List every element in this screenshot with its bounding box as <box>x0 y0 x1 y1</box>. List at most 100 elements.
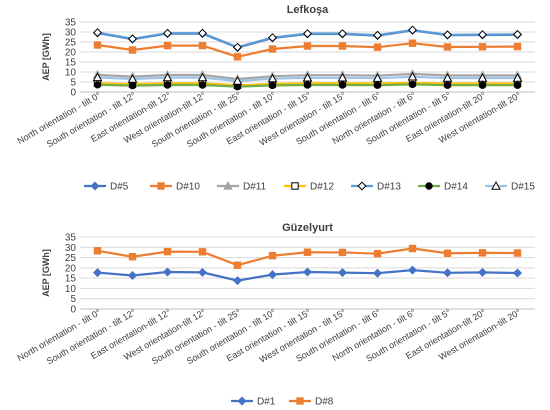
data-point <box>232 75 243 85</box>
data-point <box>268 252 277 260</box>
data-point <box>512 72 523 82</box>
legend-label: D#13 <box>377 182 401 193</box>
legend-item: D#5 <box>84 181 129 193</box>
data-point <box>267 33 278 43</box>
data-point <box>373 43 382 51</box>
legend-item: D#14 <box>418 182 468 193</box>
data-point <box>478 43 487 51</box>
y-tick-label: 5 <box>70 294 76 305</box>
y-tick-label: 25 <box>65 253 77 264</box>
data-point <box>372 268 383 278</box>
data-point <box>408 244 417 253</box>
data-point <box>338 81 347 89</box>
data-point <box>232 276 243 286</box>
data-point <box>127 34 138 44</box>
data-point <box>337 72 348 82</box>
data-point <box>92 268 103 278</box>
data-point <box>513 81 522 89</box>
legend: D#5 D#10 D#11 D#12 D#13 D#14 D#15 <box>84 180 535 193</box>
data-point <box>513 249 522 257</box>
legend-label: D#10 <box>176 182 200 193</box>
y-tick-label: 30 <box>65 28 77 39</box>
data-point <box>373 249 382 258</box>
data-point <box>92 28 103 38</box>
data-point <box>443 81 452 89</box>
data-point <box>198 81 207 89</box>
legend-marker <box>90 181 100 191</box>
y-axis-label: AEP [GWh] <box>41 33 51 81</box>
data-point <box>198 41 207 50</box>
data-point <box>162 28 173 38</box>
data-point <box>198 248 207 256</box>
data-point <box>268 45 277 53</box>
legend-label: D#15 <box>511 182 535 193</box>
data-point <box>407 71 418 81</box>
legend-label: D#5 <box>110 182 129 193</box>
legend-marker <box>425 182 433 190</box>
data-point <box>372 73 383 82</box>
data-point <box>443 249 452 257</box>
data-point <box>197 72 208 82</box>
legend-label: D#11 <box>243 182 267 193</box>
data-point <box>128 46 137 54</box>
y-axis-label: AEP [GWh] <box>41 249 51 297</box>
data-point <box>303 81 312 89</box>
legend-marker <box>223 180 233 190</box>
legend-marker <box>491 180 501 190</box>
data-point <box>338 42 347 50</box>
data-point <box>407 265 418 275</box>
data-point <box>267 270 278 280</box>
data-point <box>197 28 208 38</box>
legend-item: D#11 <box>217 180 267 193</box>
y-tick-label: 15 <box>65 58 77 69</box>
data-point <box>477 30 488 40</box>
data-point <box>127 73 138 83</box>
series-D1 <box>92 265 523 286</box>
data-point <box>163 247 172 256</box>
series-D10 <box>93 39 522 61</box>
data-point <box>338 248 347 257</box>
data-point <box>478 249 487 257</box>
data-point <box>337 268 348 278</box>
data-point <box>267 73 278 83</box>
data-point <box>162 267 173 277</box>
y-tick-label: 10 <box>65 68 77 79</box>
data-point <box>128 253 137 261</box>
y-tick-label: 20 <box>65 263 77 274</box>
legend-label: D#8 <box>315 397 334 408</box>
data-point <box>337 29 348 39</box>
y-tick-label: 20 <box>65 48 77 59</box>
data-point <box>513 42 522 51</box>
data-point <box>408 80 417 89</box>
data-point <box>303 42 312 50</box>
data-point <box>442 30 453 40</box>
data-point <box>162 72 173 82</box>
data-point <box>372 30 383 40</box>
data-point <box>163 41 172 50</box>
data-point <box>268 81 277 90</box>
data-point <box>233 261 242 269</box>
data-point <box>93 81 102 89</box>
series-D13 <box>92 25 523 52</box>
y-tick-label: 10 <box>65 284 77 295</box>
y-tick-label: 35 <box>65 233 77 244</box>
data-point <box>478 81 487 89</box>
chart-title: Güzelyurt <box>282 222 333 234</box>
data-point <box>407 25 418 35</box>
data-point <box>232 42 243 52</box>
data-point <box>512 29 523 39</box>
series-D15 <box>92 71 523 85</box>
y-tick-label: 0 <box>70 88 76 99</box>
data-point <box>197 267 208 277</box>
legend-item: D#1 <box>231 396 276 408</box>
legend-item: D#13 <box>351 181 401 193</box>
series-D8 <box>93 244 522 269</box>
legend-marker <box>296 397 304 405</box>
data-point <box>93 41 102 49</box>
legend-item: D#8 <box>289 397 334 408</box>
legend-item: D#15 <box>485 180 535 193</box>
data-point <box>512 268 523 278</box>
legend-label: D#1 <box>257 397 276 408</box>
legend-label: D#14 <box>444 182 468 193</box>
